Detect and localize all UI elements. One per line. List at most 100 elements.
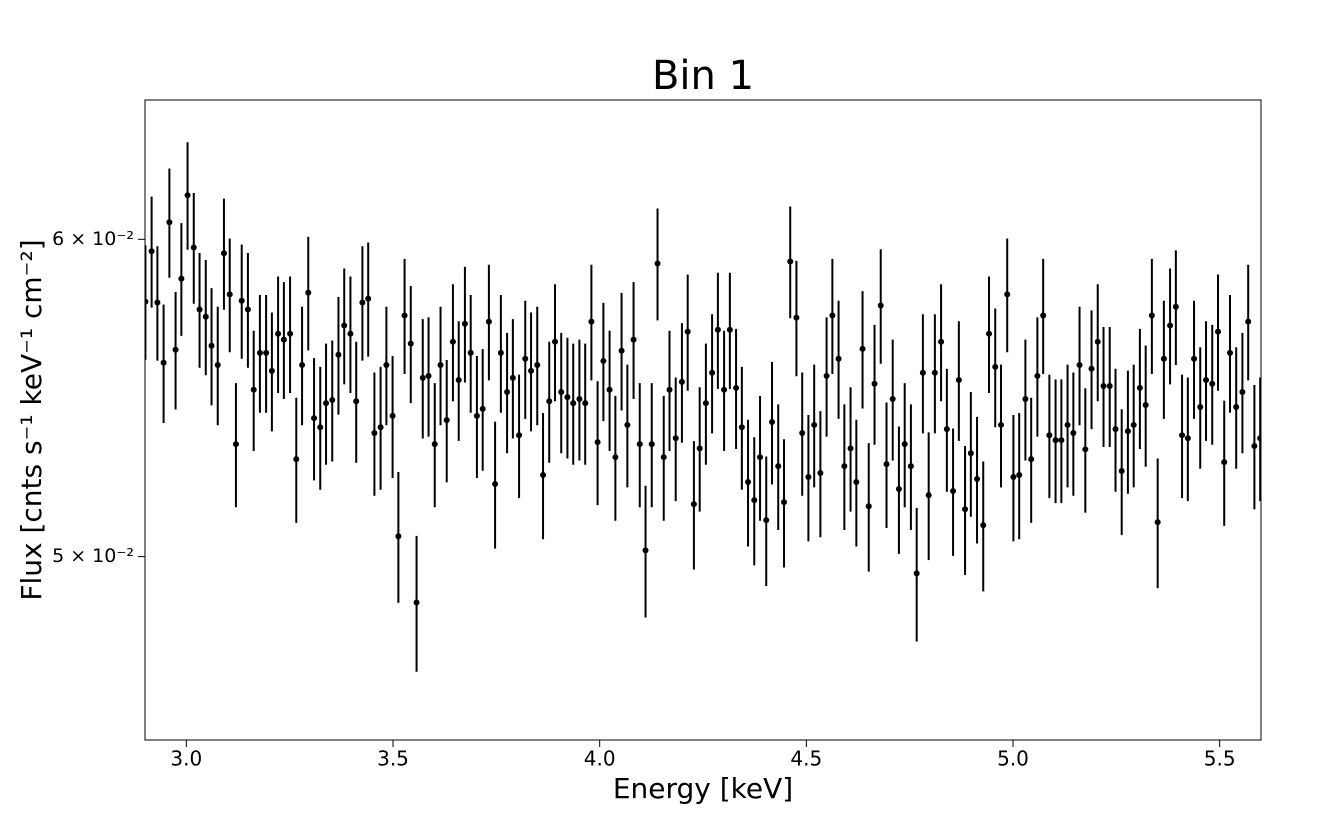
data-point — [877, 302, 884, 309]
data-point — [341, 322, 348, 329]
data-point — [1076, 361, 1083, 368]
data-point — [552, 338, 559, 345]
data-point — [431, 441, 438, 448]
data-point — [1010, 474, 1017, 481]
data-point — [733, 384, 740, 391]
data-point — [263, 349, 270, 356]
data-point — [799, 430, 806, 437]
data-point — [606, 386, 613, 393]
data-point — [835, 355, 842, 362]
data-point — [570, 400, 577, 407]
data-point — [250, 386, 257, 393]
data-point — [184, 192, 191, 199]
data-point — [467, 349, 474, 356]
y-tick-label: 6 × 10⁻² — [52, 228, 134, 250]
data-point — [395, 533, 402, 540]
data-point — [1034, 372, 1041, 379]
data-point — [684, 328, 691, 335]
data-point — [509, 374, 516, 381]
data-point — [280, 336, 287, 343]
data-point — [377, 424, 384, 431]
data-point — [829, 312, 836, 319]
data-point — [232, 441, 239, 448]
data-point — [636, 441, 643, 448]
data-point — [479, 405, 486, 412]
data-point — [702, 400, 709, 407]
data-point — [654, 260, 661, 267]
data-point — [618, 347, 625, 354]
data-point — [787, 258, 794, 265]
data-point — [1191, 355, 1198, 362]
data-point — [1064, 421, 1071, 428]
data-point — [546, 398, 553, 405]
data-point — [329, 396, 336, 403]
data-point — [413, 599, 420, 606]
data-point — [859, 345, 866, 352]
data-point — [582, 400, 589, 407]
data-point — [238, 297, 245, 304]
data-point — [353, 398, 360, 405]
data-point — [214, 361, 221, 368]
data-point — [522, 355, 529, 362]
data-point — [811, 421, 818, 428]
data-point — [931, 369, 938, 376]
data-point — [347, 330, 354, 337]
data-point — [256, 349, 263, 356]
x-tick-label: 4.5 — [790, 747, 822, 771]
data-point — [1040, 312, 1047, 319]
data-point — [648, 441, 655, 448]
data-point — [1209, 380, 1216, 387]
data-point — [690, 501, 697, 508]
data-point — [672, 435, 679, 442]
data-point — [299, 361, 306, 368]
data-point — [624, 421, 631, 428]
data-point — [275, 330, 282, 337]
data-point — [335, 351, 342, 358]
data-point — [986, 330, 993, 337]
data-point — [383, 361, 390, 368]
data-point — [901, 441, 908, 448]
x-tick-label: 4.0 — [584, 747, 616, 771]
data-point — [678, 378, 685, 385]
data-point — [721, 386, 728, 393]
data-point — [1251, 443, 1258, 450]
data-point — [528, 367, 535, 374]
data-point — [925, 492, 932, 499]
data-point — [666, 386, 673, 393]
data-point — [1257, 435, 1261, 442]
y-axis-label: Flux [cnts s⁻¹ keV⁻¹ cm⁻²] — [15, 239, 48, 600]
data-point — [726, 326, 733, 333]
data-point — [485, 318, 492, 325]
data-point — [745, 479, 752, 486]
data-point — [1052, 437, 1059, 444]
y-tick-label: 5 × 10⁻² — [52, 545, 134, 567]
data-point — [437, 361, 444, 368]
data-point — [401, 312, 408, 319]
data-point — [1227, 349, 1233, 356]
data-point — [220, 250, 227, 257]
data-point — [1088, 365, 1095, 372]
data-point — [154, 299, 161, 306]
data-point — [781, 499, 788, 506]
x-tick-label: 5.0 — [997, 747, 1029, 771]
data-point — [950, 488, 957, 495]
data-point — [1100, 383, 1107, 390]
data-point — [461, 320, 468, 327]
data-point — [287, 330, 294, 337]
data-point — [1148, 312, 1155, 319]
data-point — [594, 439, 601, 446]
data-point — [1112, 426, 1119, 433]
data-point — [1124, 428, 1131, 435]
data-point — [443, 417, 450, 424]
data-point — [823, 372, 830, 379]
data-point — [1058, 437, 1065, 444]
data-point — [558, 389, 565, 396]
data-point — [1142, 402, 1149, 409]
data-point — [449, 338, 456, 345]
data-point — [244, 306, 251, 313]
data-point — [907, 463, 914, 470]
data-point — [1136, 384, 1143, 391]
data-point — [1130, 421, 1137, 428]
data-point — [1046, 432, 1053, 439]
